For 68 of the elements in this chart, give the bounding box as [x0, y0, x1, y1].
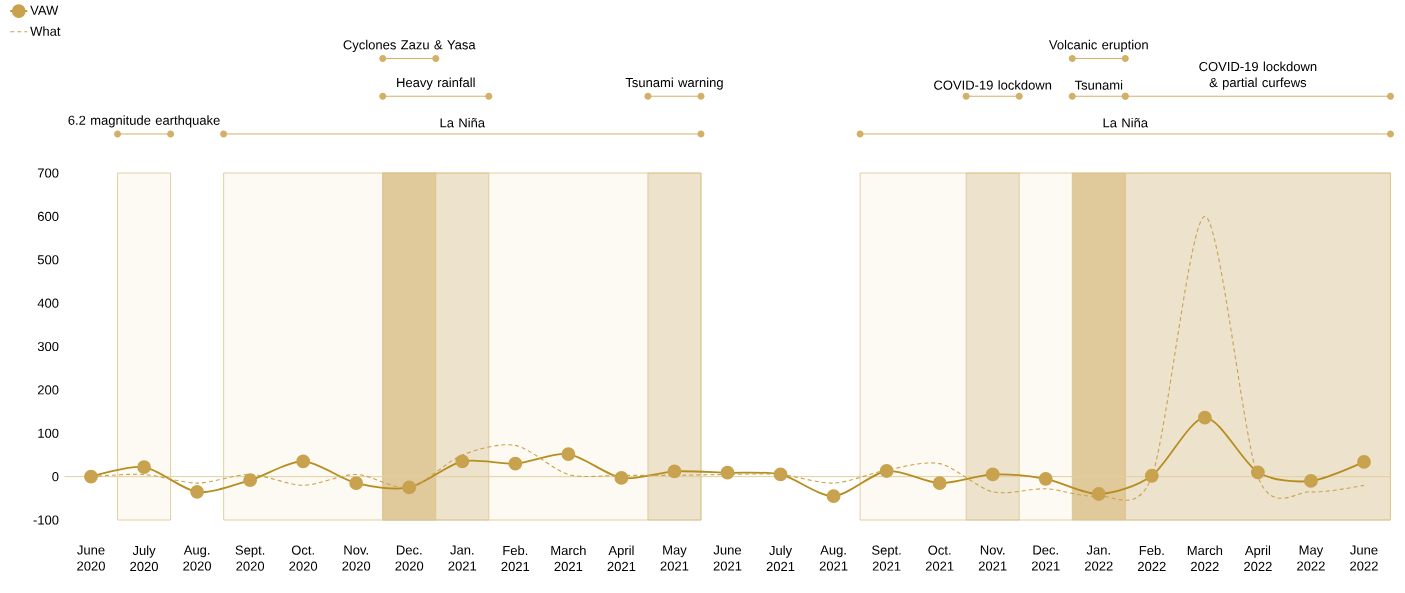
point	[561, 447, 576, 461]
point	[773, 467, 788, 482]
text: La Niña	[1103, 117, 1149, 128]
point	[1144, 468, 1159, 483]
legend-label: VAW	[30, 5, 59, 15]
x-tick-label: Sept. 2020	[235, 545, 265, 571]
point	[455, 454, 470, 469]
x-tick-label: June 2020	[77, 545, 105, 571]
y-tick-label: 500	[37, 255, 59, 265]
point	[720, 465, 735, 480]
x-tick-label: March 2022	[1187, 545, 1223, 572]
x-tick-label: Aug. 2020	[183, 545, 212, 571]
x-tick-label: Jan. 2022	[1084, 545, 1113, 571]
y-tick-label: 300	[37, 341, 59, 352]
point	[879, 464, 894, 478]
text: Volcanic eruption	[1048, 39, 1148, 52]
x-tick-label: June 2021	[713, 545, 742, 571]
x-tick-label: July 2021	[766, 545, 795, 572]
point	[243, 473, 258, 487]
point	[508, 456, 523, 471]
x-tick-label: May 2021	[660, 545, 689, 571]
y-tick-label: 700	[37, 168, 59, 178]
x-tick-label: Aug. 2021	[819, 545, 848, 571]
text: COVID-19 lockdown & partial curfews	[1199, 61, 1317, 90]
point	[1357, 454, 1371, 469]
y-tick-label: 100	[38, 428, 59, 438]
x-tick-label: May 2022	[1297, 545, 1325, 571]
point	[985, 467, 1000, 482]
y-tick-label: 400	[37, 298, 59, 308]
x-tick-label: Oct. 2021	[925, 545, 954, 571]
x-tick-label: July 2020	[130, 545, 158, 572]
point	[1304, 474, 1318, 488]
point	[349, 476, 364, 491]
legend-label: What	[30, 26, 61, 36]
text: Tsunami	[1074, 80, 1123, 90]
x-tick-label: Dec. 2021	[1031, 545, 1060, 571]
point	[296, 454, 311, 469]
point	[1250, 465, 1265, 480]
y-tick-label: 600	[37, 211, 59, 221]
x-tick-label: April 2022	[1244, 545, 1272, 572]
text: 6.2 magnitude earthquake	[68, 115, 220, 128]
x-tick-label: Nov. 2020	[342, 545, 371, 571]
y-tick-label: 200	[37, 385, 59, 395]
point	[932, 476, 947, 491]
point	[84, 469, 98, 484]
x-tick-label: June 2022	[1350, 545, 1378, 571]
x-tick-label: April 2021	[607, 545, 636, 572]
text: Tsunami warning	[625, 77, 723, 90]
y-tick-label: 0	[52, 472, 59, 482]
x-tick-label: Feb. 2021	[501, 545, 530, 572]
y-tick-label: -100	[33, 515, 59, 525]
point	[826, 489, 841, 504]
x-tick-label: Nov. 2021	[978, 545, 1007, 571]
x-tick-label: Oct. 2020	[289, 545, 318, 571]
x-tick-label: Sept. 2021	[872, 545, 901, 571]
x-tick-label: March 2021	[551, 545, 586, 572]
x-tick-label: Jan. 2021	[448, 545, 477, 571]
text: COVID-19 lockdown	[934, 80, 1052, 90]
text: Heavy rainfall	[397, 77, 475, 90]
x-tick-label: Feb. 2022	[1138, 545, 1166, 572]
x-tick-label: Dec. 2020	[395, 545, 424, 571]
point	[1038, 471, 1053, 486]
text: Cyclones Zazu & Yasa	[343, 39, 476, 52]
point	[402, 480, 417, 495]
point	[137, 460, 151, 474]
text: La Niña	[440, 117, 486, 128]
point	[1197, 410, 1212, 425]
point	[190, 484, 204, 499]
